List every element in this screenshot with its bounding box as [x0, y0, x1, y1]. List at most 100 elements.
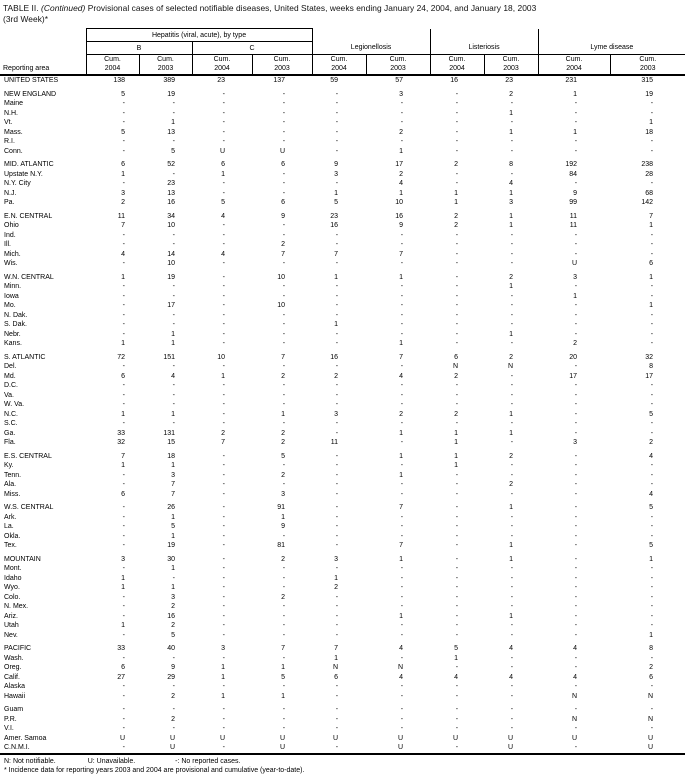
value-cell: 3 [121, 555, 125, 563]
value-cell: 81 [277, 542, 286, 549]
reporting-area-cell: Nev. [4, 631, 18, 639]
listeriosis-group-header: Listeriosis [429, 28, 539, 55]
value-cell: 59 [330, 77, 339, 84]
value-cell: - [510, 170, 514, 178]
value-cell: 1 [509, 542, 514, 549]
value-cell: 23 [505, 77, 514, 84]
value-cell: - [455, 250, 459, 258]
reporting-area-cell: Upstate N.Y. [4, 170, 43, 178]
value-cell: - [282, 631, 286, 639]
value-cell: 3 [509, 199, 514, 206]
value-cell: N [571, 692, 578, 700]
value-cell: 6 [121, 664, 125, 671]
value-cell: - [122, 593, 125, 601]
value-cell: - [282, 612, 286, 620]
value-cell: - [574, 109, 578, 117]
value-cell: - [455, 138, 459, 145]
value-cell: 2 [281, 241, 286, 248]
value-cell: - [574, 471, 578, 479]
reporting-area-cell: Ark. [4, 513, 17, 521]
value-cell: - [282, 340, 286, 347]
value-cell: - [222, 138, 225, 145]
value-cell: - [335, 100, 339, 107]
value-cell: - [222, 706, 225, 713]
value-cell: 1 [121, 584, 125, 591]
table-row: La. - 5 - 9 - - - - - - [0, 522, 685, 532]
value-cell: - [335, 302, 339, 309]
table-row: S. ATLANTIC 72 151 10 7 16 7 6 2 20 32 [0, 353, 685, 363]
value-cell: - [222, 612, 225, 620]
value-cell: 10 [217, 353, 225, 361]
value-cell: - [455, 401, 459, 408]
value-cell: - [222, 565, 225, 572]
value-cell: 1 [509, 109, 514, 117]
value-cell: 33 [117, 429, 125, 437]
value-cell: - [574, 683, 578, 690]
value-cell: - [574, 391, 578, 399]
table-row: N.C. 1 1 - 1 3 2 2 1 - 5 [0, 410, 685, 420]
value-cell: - [455, 706, 459, 713]
value-cell: - [122, 471, 125, 479]
value-cell: 3 [334, 410, 339, 418]
legionellosis-group-header: Legionellosis [311, 28, 431, 55]
value-cell: - [574, 429, 578, 437]
reporting-area-cell: N.H. [4, 109, 18, 117]
value-cell: - [650, 283, 654, 290]
value-cell: - [455, 692, 459, 700]
value-cell: 1 [454, 439, 459, 446]
value-cell: 5 [221, 199, 225, 206]
value-cell: - [172, 138, 175, 145]
value-cell: - [335, 429, 339, 437]
value-cell: 1 [509, 612, 514, 620]
value-cell: 33 [117, 645, 125, 652]
value-cell: - [400, 631, 404, 639]
reporting-area-cell: Del. [4, 363, 17, 370]
value-cell: 10 [277, 273, 286, 281]
value-cell: - [335, 340, 339, 347]
value-cell: - [122, 603, 125, 610]
value-cell: 6 [281, 199, 286, 206]
value-cell: - [282, 119, 286, 126]
value-cell: - [400, 523, 404, 530]
footnote-unavailable: U: Unavailable. [87, 757, 136, 765]
value-cell: 1 [573, 292, 578, 300]
value-cell: 52 [167, 161, 175, 168]
value-cell: - [335, 462, 339, 469]
value-cell: - [650, 231, 654, 239]
value-cell: - [282, 260, 286, 267]
value-cell: - [455, 302, 459, 309]
value-cell: - [222, 292, 225, 300]
table-row: N. Mex. - 2 - - - - - - - - [0, 602, 685, 612]
value-cell: - [510, 574, 514, 582]
value-cell: - [650, 147, 654, 155]
value-cell: 2 [454, 410, 459, 418]
value-cell: - [455, 231, 459, 239]
hepatitis-group-header: Hepatitis (viral, acute), by type [85, 28, 313, 42]
value-cell: - [455, 725, 459, 732]
value-cell: - [650, 513, 654, 521]
value-cell: - [222, 100, 225, 107]
value-cell: - [455, 420, 459, 427]
value-cell: - [222, 128, 225, 136]
value-cell: - [282, 391, 286, 399]
table-row: C.N.M.I. - U - U - U - U - U [0, 743, 685, 755]
value-cell: - [574, 584, 578, 591]
value-cell: - [335, 128, 339, 136]
cum-2004-hepb-header: Cum. 2004 [85, 54, 139, 76]
value-cell: - [222, 420, 225, 427]
value-cell: 1 [454, 462, 459, 469]
value-cell: - [538, 743, 611, 755]
value-cell: - [172, 382, 175, 389]
value-cell: 315 [641, 77, 654, 84]
table-row: Idaho 1 - - - 1 - - - - - [0, 574, 685, 584]
value-cell: - [574, 241, 578, 248]
table-row: Conn. - 5 U U - 1 - - - - [0, 147, 685, 157]
reporting-area-cell: Calif. [4, 673, 20, 681]
value-cell: - [172, 241, 175, 248]
value-cell: - [282, 574, 286, 582]
value-cell: - [122, 504, 125, 511]
value-cell: - [400, 138, 404, 145]
value-cell: - [222, 311, 225, 319]
value-cell: - [455, 612, 459, 620]
value-cell: - [455, 321, 459, 328]
